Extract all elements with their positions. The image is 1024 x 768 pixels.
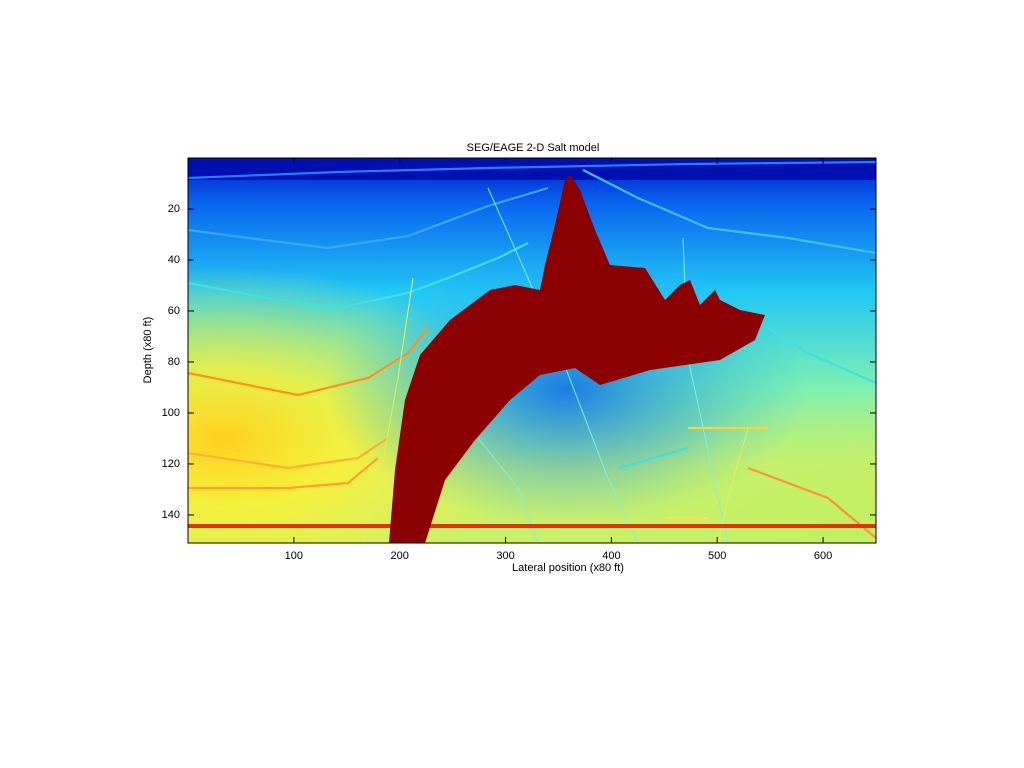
y-tick-label: 120 — [162, 458, 180, 470]
y-tick-label: 80 — [168, 356, 180, 368]
x-tick-label: 400 — [602, 550, 620, 562]
x-tick-label: 300 — [496, 550, 514, 562]
plot-frame — [187, 157, 877, 544]
x-tick-label: 100 — [285, 550, 303, 562]
y-tick-label: 100 — [162, 407, 180, 419]
y-axis-label: Depth (x80 ft) — [142, 317, 154, 384]
x-tick-label: 600 — [814, 550, 832, 562]
y-tick-label: 140 — [162, 509, 180, 521]
velocity-field — [188, 158, 876, 543]
x-axis-label: Lateral position (x80 ft) — [512, 562, 624, 574]
chart-title: SEG/EAGE 2-D Salt model — [467, 142, 600, 154]
x-tick-label: 200 — [391, 550, 409, 562]
y-tick-label: 60 — [168, 305, 180, 317]
y-tick-label: 40 — [168, 254, 180, 266]
y-tick-label: 20 — [168, 203, 180, 215]
x-tick-label: 500 — [708, 550, 726, 562]
